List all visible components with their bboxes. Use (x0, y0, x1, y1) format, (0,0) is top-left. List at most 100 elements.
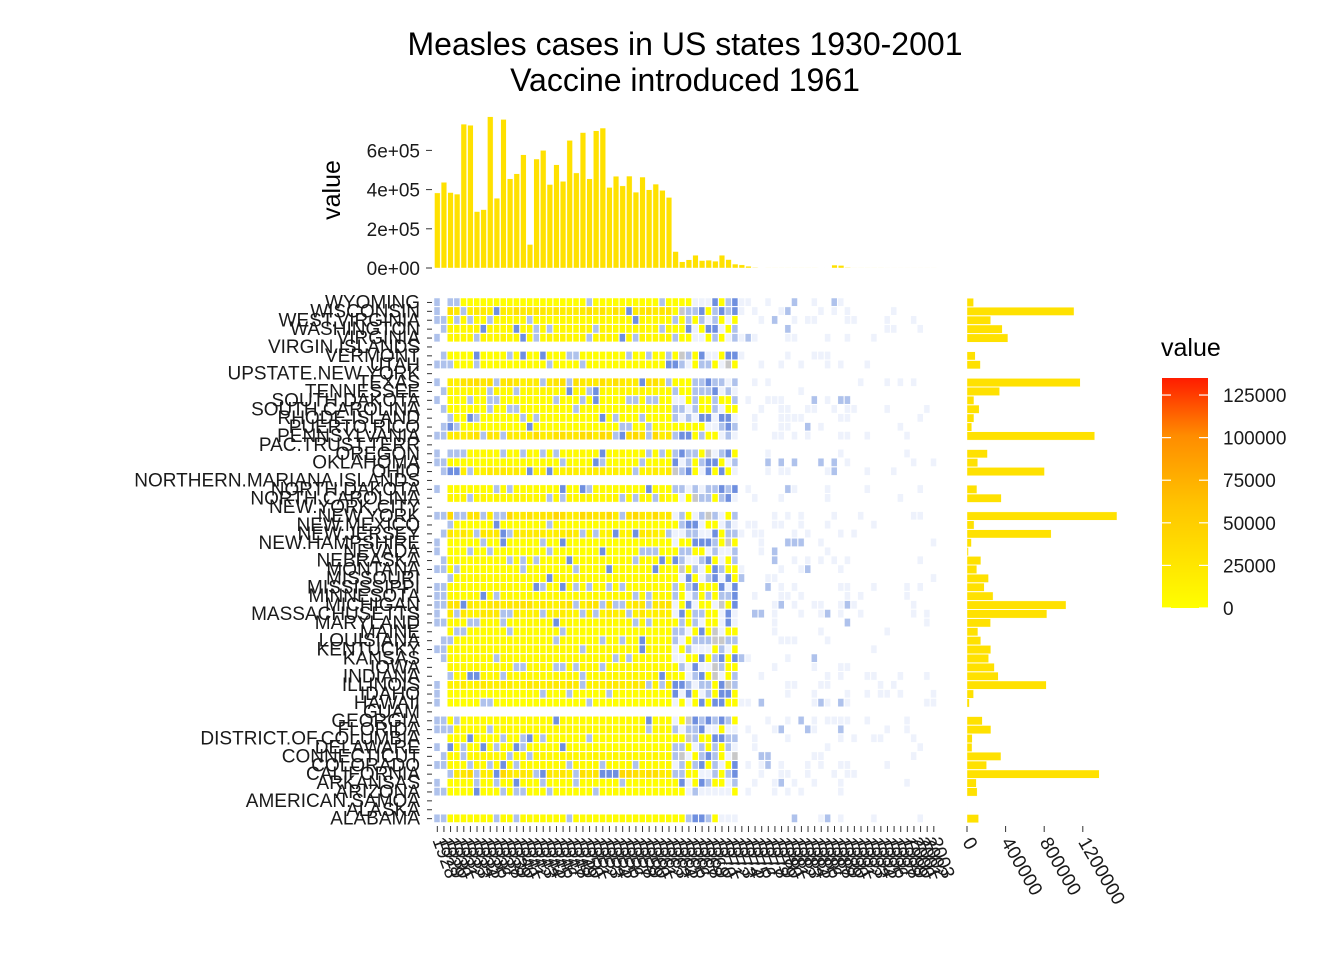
heat-cell (579, 493, 586, 503)
heat-cell (658, 315, 666, 325)
heat-cell (473, 422, 480, 432)
heat-cell (638, 360, 646, 369)
heat-cell (605, 538, 613, 547)
heat-cell (883, 689, 891, 699)
state-tick-label: NEW.HAMPSHIRE (258, 533, 420, 554)
top-bar (831, 264, 838, 269)
heat-cell (691, 778, 699, 788)
heat-cell (691, 627, 699, 636)
heat-cell (493, 671, 500, 681)
heat-cell (619, 742, 626, 752)
heat-cell (586, 751, 593, 761)
heat-cell (652, 386, 659, 396)
heat-cell (480, 564, 487, 574)
heat-cell (804, 724, 811, 734)
heat-cell (599, 324, 606, 334)
heat-cell (612, 333, 620, 343)
heat-cell (665, 306, 672, 316)
heat-cell (652, 324, 659, 334)
heat-cell (698, 404, 706, 414)
heat-cell (725, 386, 732, 396)
heat-cell (731, 653, 739, 663)
heat-cell (678, 742, 686, 752)
heat-cell (473, 351, 480, 360)
heat-cell (619, 529, 626, 538)
heat-cell (480, 457, 487, 467)
heat-cell (446, 716, 454, 725)
heat-cell (579, 546, 586, 556)
heat-cell (533, 546, 540, 556)
heat-cell (453, 689, 461, 699)
heat-cell (711, 386, 719, 396)
heat-cell (599, 724, 606, 734)
heat-cell (499, 404, 507, 414)
heat-cell (552, 386, 560, 396)
heat-cell (711, 422, 719, 432)
heat-cell (533, 573, 540, 583)
heat-cell (718, 395, 725, 405)
heat-cell (638, 635, 646, 645)
heat-cell (466, 742, 474, 752)
heat-cell (605, 609, 613, 619)
heat-cell (731, 618, 739, 627)
heat-cell (566, 653, 573, 663)
top-bar (685, 259, 692, 269)
heat-cell (698, 751, 706, 761)
heat-cell (658, 493, 666, 503)
heat-cell (705, 422, 712, 432)
heat-cell (552, 760, 560, 770)
heat-cell (718, 751, 725, 761)
legend-tick-label: 25000 (1223, 556, 1276, 577)
heat-cell (552, 769, 560, 779)
heat-cell (519, 564, 527, 574)
heat-cell (486, 680, 494, 690)
heat-cell (513, 582, 520, 592)
heat-cell (698, 538, 706, 547)
heat-cell (460, 360, 467, 369)
heat-cell (705, 627, 712, 636)
heat-cell (711, 449, 719, 458)
heat-cell (493, 618, 500, 627)
heat-cell (453, 573, 461, 583)
heat-cell (605, 724, 613, 734)
heat-cell (678, 591, 686, 601)
heat-cell (691, 333, 699, 343)
heat-cell (665, 404, 672, 414)
heat-cell (466, 627, 474, 636)
heat-cell (546, 813, 553, 823)
heat-cell (612, 431, 620, 441)
state-tick-label: NEBRASKA (317, 551, 421, 572)
heat-cell (691, 680, 699, 690)
heat-cell (672, 635, 679, 645)
heat-cell (711, 751, 719, 761)
heat-cell (658, 627, 666, 636)
heat-cell (539, 555, 547, 565)
heat-cell (572, 671, 580, 681)
right-bar (966, 520, 975, 530)
heat-cell (480, 716, 487, 725)
heat-cell (718, 787, 725, 797)
heat-cell (652, 760, 659, 770)
heat-cell (552, 306, 560, 316)
heat-cell (678, 564, 686, 574)
top-bar (699, 260, 706, 269)
heat-cell (698, 662, 706, 672)
heat-cell (513, 538, 520, 547)
heat-cell (460, 609, 467, 619)
heat-cell (605, 680, 613, 690)
heat-cell (619, 689, 626, 699)
heat-cell (486, 377, 494, 387)
top-bar (725, 259, 732, 269)
heat-cell (632, 609, 639, 619)
heat-cell (506, 724, 514, 734)
heat-cell (791, 600, 798, 610)
heat-cell (572, 395, 580, 405)
state-tick-label: UTAH (370, 355, 420, 376)
heat-cell (513, 724, 520, 734)
heat-cell (519, 573, 527, 583)
heat-cell (857, 377, 864, 387)
heat-cell (784, 716, 792, 725)
heat-cell (731, 609, 739, 619)
heat-cell (446, 457, 454, 467)
